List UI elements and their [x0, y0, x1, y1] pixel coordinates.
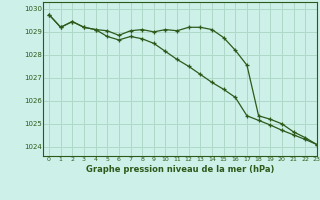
X-axis label: Graphe pression niveau de la mer (hPa): Graphe pression niveau de la mer (hPa) [86, 165, 274, 174]
